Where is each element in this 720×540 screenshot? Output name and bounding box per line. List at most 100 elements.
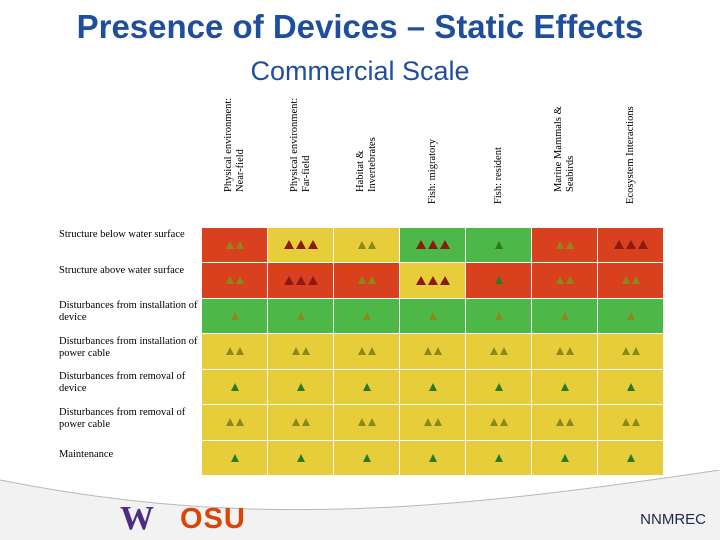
triangle-icon	[230, 453, 239, 462]
triangle-icon	[291, 347, 300, 356]
triangle-icon	[362, 311, 371, 320]
triangle-icon	[423, 418, 432, 427]
matrix-cell	[334, 369, 399, 404]
matrix-cell	[334, 263, 399, 298]
triangle-icon	[423, 347, 432, 356]
matrix-cell	[466, 263, 531, 298]
triangle-icon	[307, 275, 318, 285]
matrix-cell	[532, 334, 597, 369]
matrix-cell	[466, 298, 531, 333]
matrix-cell	[268, 369, 333, 404]
column-header: Fish: resident	[468, 83, 530, 220]
triangle-icon	[367, 418, 376, 427]
triangle-icon	[555, 347, 564, 356]
triangle-icon	[235, 347, 244, 356]
column-header: Ecosystem Interactions	[600, 83, 662, 220]
matrix-cell	[268, 227, 333, 262]
slide-title: Presence of Devices – Static Effects	[76, 8, 644, 45]
matrix-cell	[598, 369, 663, 404]
triangle-icon	[631, 347, 640, 356]
matrix-cell	[400, 298, 465, 333]
triangle-icon	[439, 275, 450, 285]
triangle-icon	[307, 240, 318, 250]
matrix-cell	[268, 405, 333, 440]
triangle-icon	[626, 453, 635, 462]
triangle-icon	[433, 347, 442, 356]
triangle-icon	[296, 311, 305, 320]
triangle-icon	[621, 276, 630, 285]
triangle-icon	[230, 382, 239, 391]
triangle-icon	[565, 276, 574, 285]
row-label: Maintenance	[59, 449, 114, 460]
matrix-cell	[466, 440, 531, 475]
matrix-cell	[400, 440, 465, 475]
triangle-icon	[291, 418, 300, 427]
matrix-cell	[334, 334, 399, 369]
matrix-cell	[466, 405, 531, 440]
triangle-icon	[560, 382, 569, 391]
column-header-label: Physical environment: Near-field	[223, 97, 246, 192]
column-header: Habitat & Invertebrates	[336, 83, 398, 220]
matrix-cell	[334, 440, 399, 475]
matrix-cell	[268, 334, 333, 369]
matrix-cell	[400, 227, 465, 262]
column-header-label: Fish: migratory	[427, 138, 438, 204]
matrix-cell	[202, 440, 267, 475]
triangle-icon	[362, 382, 371, 391]
matrix-cell	[334, 227, 399, 262]
triangle-icon	[225, 347, 234, 356]
triangle-icon	[295, 240, 306, 250]
column-header: Marine Mammals & Seabirds	[534, 83, 596, 220]
triangle-icon	[494, 453, 503, 462]
matrix-cell	[532, 369, 597, 404]
matrix-cell	[268, 440, 333, 475]
triangle-icon	[625, 240, 636, 250]
slide-subtitle: Commercial Scale	[250, 56, 470, 86]
matrix-cell	[598, 227, 663, 262]
row-label: Disturbances from installation of device	[59, 300, 198, 323]
triangle-icon	[362, 453, 371, 462]
row-label: Structure below water surface	[59, 229, 185, 240]
matrix-cell	[202, 369, 267, 404]
triangle-icon	[428, 382, 437, 391]
matrix-cell	[400, 334, 465, 369]
triangle-icon	[555, 240, 564, 249]
footer-nnmrec: NNMREC	[640, 511, 706, 528]
triangle-icon	[367, 276, 376, 285]
triangle-icon	[494, 311, 503, 320]
matrix-cell	[532, 440, 597, 475]
triangle-icon	[367, 347, 376, 356]
triangle-icon	[494, 382, 503, 391]
triangle-icon	[225, 276, 234, 285]
matrix-cell	[466, 334, 531, 369]
triangle-icon	[296, 453, 305, 462]
row-label: Disturbances from removal of device	[59, 371, 186, 394]
triangle-icon	[565, 240, 574, 249]
matrix-cell	[202, 298, 267, 333]
triangle-icon	[295, 275, 306, 285]
column-header: Fish: migratory	[402, 83, 464, 220]
matrix-cell	[598, 405, 663, 440]
matrix-cell	[466, 369, 531, 404]
row-label: Structure above water surface	[59, 264, 185, 276]
matrix-cell	[598, 334, 663, 369]
triangle-icon	[439, 240, 450, 250]
matrix-cell	[400, 263, 465, 298]
triangle-icon	[357, 240, 366, 249]
matrix-cell	[598, 263, 663, 298]
column-header-label: Marine Mammals & Seabirds	[553, 106, 576, 192]
matrix-cell	[202, 227, 267, 262]
triangle-icon	[489, 347, 498, 356]
matrix-cell	[400, 369, 465, 404]
row-label: Disturbances from removal of power cable	[59, 406, 186, 430]
triangle-icon	[301, 347, 310, 356]
triangle-icon	[555, 276, 564, 285]
triangle-icon	[283, 275, 294, 285]
matrix-cell	[268, 263, 333, 298]
triangle-icon	[613, 240, 624, 250]
matrix-cell	[202, 405, 267, 440]
triangle-icon	[427, 240, 438, 250]
triangle-icon	[499, 418, 508, 427]
column-header-label: Fish: resident	[493, 147, 504, 204]
matrix-cell	[334, 298, 399, 333]
